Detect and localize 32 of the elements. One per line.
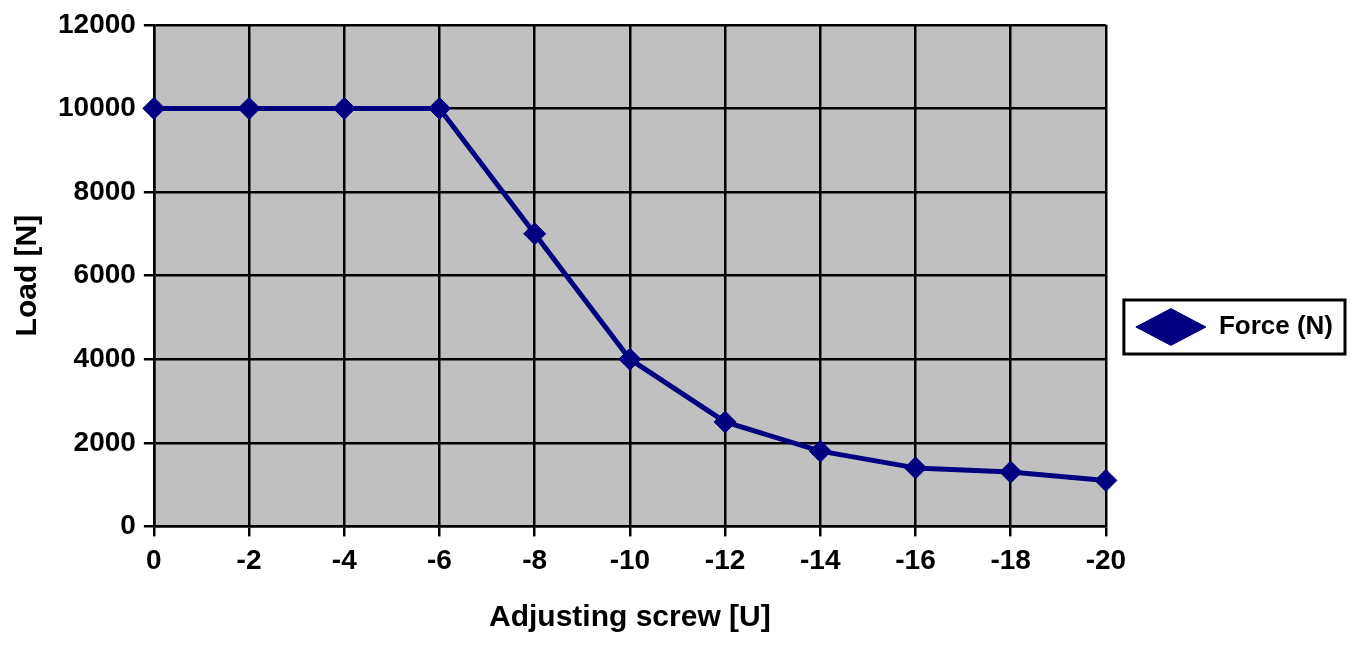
point <box>523 222 547 246</box>
point <box>713 410 737 434</box>
x-tick-label: -8 <box>522 543 548 575</box>
x-tick-label: -10 <box>609 543 651 575</box>
x-tick-label: -20 <box>1085 543 1127 575</box>
y-axis-title: Load [N] <box>9 214 43 337</box>
point <box>808 439 832 463</box>
x-tick-label: -4 <box>331 543 358 575</box>
point <box>999 460 1023 484</box>
y-tick-label: 8000 <box>73 174 136 206</box>
y-tick-label: 0 <box>120 509 136 541</box>
x-tick-label: -14 <box>800 543 841 575</box>
y-tick-label: 2000 <box>73 425 136 457</box>
x-tick-label: -12 <box>704 543 746 575</box>
y-tick-label: 6000 <box>73 258 136 290</box>
point <box>142 96 166 120</box>
y-tick-label: 10000 <box>57 91 136 123</box>
point <box>427 96 451 120</box>
point <box>903 456 927 480</box>
x-tick-label: -16 <box>895 543 936 575</box>
y-tick-label: 4000 <box>73 341 136 373</box>
x-tick-label: -18 <box>990 543 1031 575</box>
x-axis-title: Adjusting screw [U] <box>489 599 771 633</box>
point <box>1094 468 1118 492</box>
legend-label: Force (N) <box>1218 310 1334 341</box>
x-tick-label: -2 <box>236 543 262 575</box>
point <box>332 96 356 120</box>
y-tick-label: 12000 <box>57 7 136 39</box>
point <box>618 347 642 371</box>
point <box>237 96 261 120</box>
x-tick-label: -6 <box>427 543 452 575</box>
x-tick-label: 0 <box>146 543 162 575</box>
